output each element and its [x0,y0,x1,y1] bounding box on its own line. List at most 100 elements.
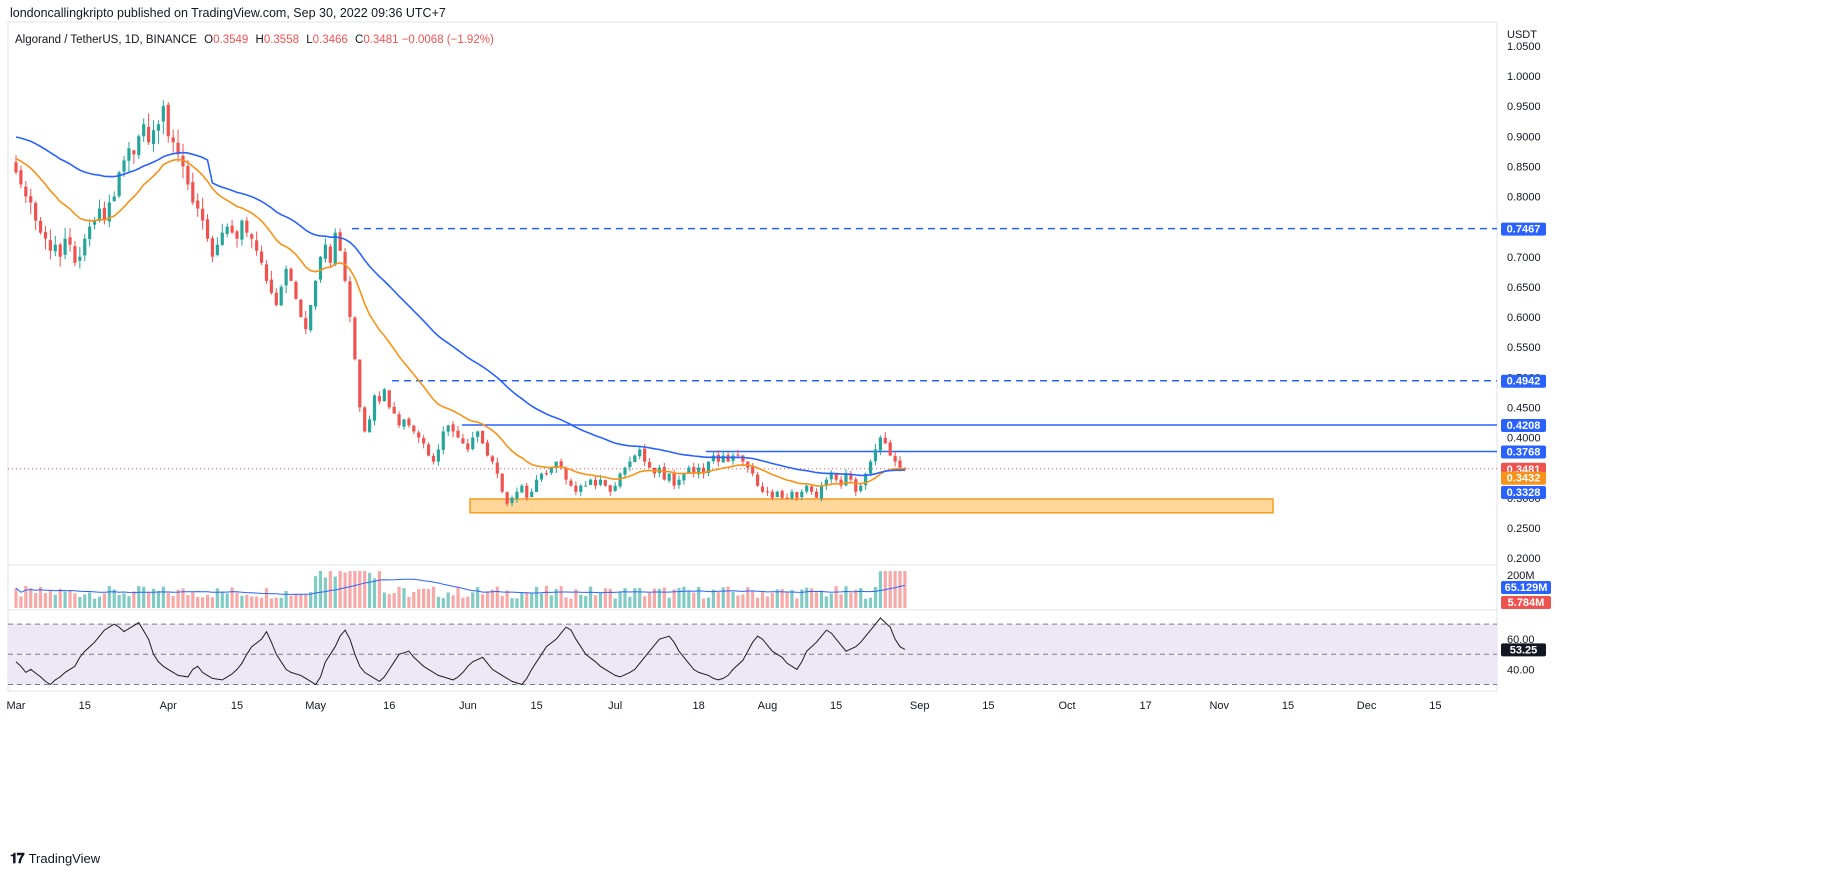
candle-body [593,479,598,486]
tradingview-logo-icon: 𝟏𝟕 [10,850,25,866]
symbol-name[interactable]: Algorand / TetherUS, 1D, BINANCE [15,34,197,46]
volume-bar [446,592,450,608]
level-price-tag: 0.4208 [1501,418,1546,432]
volume-bar [34,593,38,608]
candle-body [834,473,838,480]
candle-body [701,467,706,474]
candle-body [814,491,819,498]
candle-body [839,479,843,486]
volume-bar [623,588,627,608]
candle-body [215,244,219,255]
candle-body [176,142,180,155]
y-tick-label: 0.4500 [1507,402,1541,414]
volume-bar [539,593,544,608]
volume-bar [43,593,48,608]
low-label: L [306,34,313,46]
candle-body [38,220,43,233]
candle-body [34,203,38,221]
close-label: C [355,34,364,46]
candle-body [579,485,583,492]
volume-bar [279,597,283,608]
volume-bar [692,592,696,608]
price-tag-label: 0.3328 [1507,487,1541,499]
volume-bar [436,596,440,608]
candle-body [255,240,259,251]
volume-bar [628,596,632,608]
candle-body [736,454,740,456]
volume-bar [368,572,372,608]
candle-body [127,148,131,161]
volume-bar [250,596,254,608]
volume-bar [24,585,28,608]
volume-tag-bg [1501,596,1551,609]
candle-body [382,389,386,402]
volume-bar [790,590,794,608]
volume-bar [618,591,622,608]
candle-body [151,130,156,145]
candle-body [790,491,794,499]
candle-body [471,437,475,450]
candle-body [196,200,200,209]
candle-body [323,244,328,259]
volume-bar [210,597,215,608]
candle-body [107,202,111,222]
volume-bar [255,596,259,608]
change-value: −0.0068 (−1.92%) [401,34,494,46]
symbol-legend: Algorand / TetherUS, 1D, BINANCE O0.3549… [15,34,494,46]
candle-body [564,468,568,480]
rsi-band [8,624,1497,685]
candle-body [554,461,558,469]
volume-bar [230,587,234,608]
candle-body [883,437,887,444]
candle-body [539,473,544,480]
candle-body [97,208,102,221]
candle-body [417,432,421,438]
high-label: H [255,34,264,46]
volume-bar [318,571,323,608]
candle-body [751,466,755,474]
volume-bar [215,588,219,608]
volume-bar [274,597,278,608]
candle-body [505,492,509,504]
x-tick-label: Jun [459,700,477,712]
volume-bar [422,588,426,608]
volume-bar [107,585,111,608]
candle-body [726,455,730,462]
volume-bar [156,591,161,608]
volume-bar [864,598,868,608]
candle-body [456,430,460,438]
candle-body [721,455,725,463]
candle-body [864,473,868,486]
candle-body [279,286,283,306]
volume-bar [299,594,303,608]
candle-body [446,425,450,432]
low-value: 0.3466 [312,34,348,46]
candle-body [426,444,431,456]
volume-bar [397,586,401,608]
volume-bar [643,596,647,608]
candle-body [608,485,612,492]
candle-body [780,490,784,498]
candle-body [259,251,264,263]
volume-bar [78,596,82,608]
volume-bar [117,595,121,608]
candle-body [692,466,696,474]
volume-bar [14,588,18,608]
candle-body [161,106,165,122]
volume-bar [387,594,391,608]
candle-body [765,491,770,493]
rsi-tag-bg [1501,643,1546,657]
x-tick-label: Apr [160,700,177,712]
volume-bar [844,586,848,608]
candle-body [854,479,858,492]
volume-bar [485,591,490,608]
volume-bar [191,592,195,608]
candle-body [431,455,436,462]
candle-body [515,491,519,499]
volume-bar [672,589,676,608]
volume-bar [176,589,180,608]
candle-body [132,150,136,155]
x-tick-label: 15 [1282,700,1294,712]
volume-bar [372,578,377,608]
